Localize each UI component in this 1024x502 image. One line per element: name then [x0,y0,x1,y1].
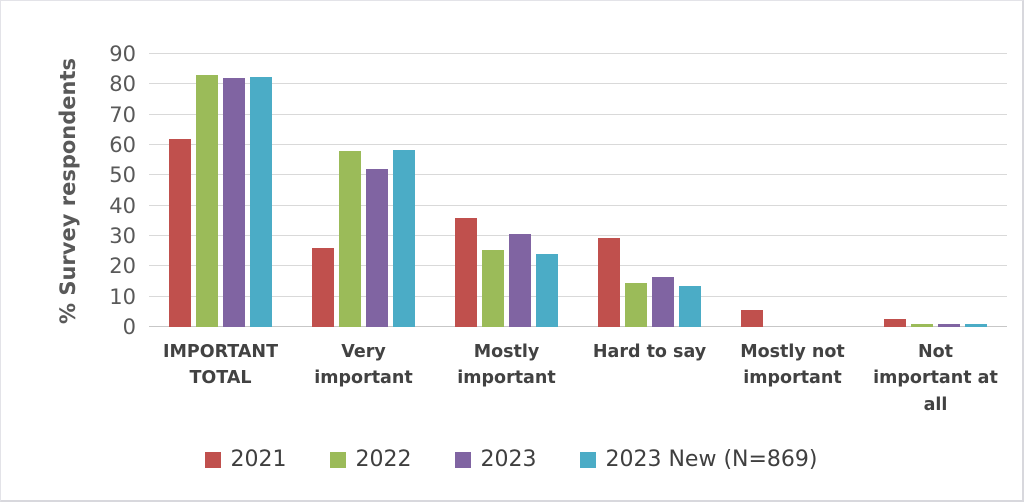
legend-label-2023: 2023 [480,447,537,472]
gridline-30 [149,235,1007,236]
gridline-60 [149,144,1007,145]
legend-item-2023-new-n-869: 2023 New (N=869) [580,447,818,472]
y-tick-label-60: 60 [109,133,136,157]
legend-label-2021: 2021 [230,447,287,472]
y-tick-label-30: 30 [109,224,136,248]
bar-group-very-important [292,54,435,327]
x-axis-label-text: Mostly not important [740,342,845,389]
bar-group-important-total [149,54,292,327]
bar-series-container [149,54,1007,327]
bar-2021-not-important-at-all [884,319,906,327]
legend-swatch-2023 [455,451,472,468]
legend-label-2022: 2022 [355,447,412,472]
legend-label-2023-new-n-869: 2023 New (N=869) [605,447,818,472]
bar-2021-important-total [169,138,191,327]
legend-swatch-2023-new-n-869 [580,451,597,468]
x-axis-label-not-important-at-all: Not important at all [864,339,1007,418]
bar-2023-very-important [366,169,388,327]
x-axis-label-hard-to-say: Hard to say [578,339,721,418]
bar-2022-mostly-important [482,249,504,327]
x-axis-label-very-important: Very important [292,339,435,418]
bar-2023-new-n-869-not-important-at-all [965,323,987,327]
bar-2021-mostly-not-important [741,310,763,327]
bar-2022-hard-to-say [625,283,647,327]
gridline-10 [149,295,1007,297]
bar-2021-very-important [312,248,334,327]
bar-2023-hard-to-say [652,276,674,327]
gridline-90 [149,53,1007,54]
x-axis-label-text: Not important at all [873,342,998,415]
x-axis-label-text: IMPORTANT TOTAL [162,342,279,389]
bar-group-mostly-not-important [721,54,864,327]
legend-swatch-2021 [205,451,222,468]
x-axis-label-mostly-important: Mostly important [435,339,578,418]
bar-2021-hard-to-say [598,237,620,327]
bar-2023-new-n-869-very-important [393,149,415,327]
bar-2023-mostly-important [509,234,531,327]
legend-item-2021: 2021 [205,447,286,472]
gridline-80 [149,83,1007,85]
gridline-40 [149,204,1007,206]
x-axis-label-text: Mostly important [457,342,556,389]
y-tick-label-70: 70 [109,102,136,127]
gridline-70 [149,113,1007,115]
bar-2023-not-important-at-all [938,323,960,327]
bar-group-mostly-important [435,54,578,327]
x-axis-label-text: Very important [314,342,413,389]
legend-item-2023: 2023 [455,447,536,472]
bar-group-not-important-at-all [864,54,1007,327]
x-axis-label-important-total: IMPORTANT TOTAL [149,339,292,418]
gridline-50 [149,174,1007,176]
bar-2022-important-total [196,75,218,327]
bar-2023-new-n-869-important-total [250,76,272,327]
legend-swatch-2022 [330,451,347,468]
legend: 2021 2022 2023 2023 New (N=869) [1,447,1022,472]
bar-2021-mostly-important [455,217,477,327]
gridline-0 [149,326,1007,327]
bar-2023-important-total [223,78,245,327]
plot-area: 0 10 20 30 40 50 60 70 80 90 [109,42,1007,339]
gridline-20 [149,265,1007,267]
x-axis-label-mostly-not-important: Mostly not important [721,339,864,418]
x-axis-labels: IMPORTANT TOTAL Very important Mostly impo… [149,339,1007,418]
y-tick-label-40: 40 [109,193,136,218]
y-tick-label-80: 80 [109,72,136,97]
y-tick-label-20: 20 [109,254,136,279]
y-tick-label-10: 10 [109,284,136,309]
x-axis-label-text: Hard to say [592,342,707,362]
y-axis-title: % Survey respondents [56,58,80,324]
bar-2022-very-important [339,151,361,327]
bar-group-hard-to-say [578,54,721,327]
legend-item-2022: 2022 [330,447,411,472]
y-tick-label-0: 0 [122,315,136,339]
y-tick-label-50: 50 [109,163,136,188]
bar-2023-new-n-869-mostly-important [536,254,558,327]
bar-2023-new-n-869-hard-to-say [679,286,701,327]
bar-2022-not-important-at-all [911,323,933,327]
y-tick-label-90: 90 [109,42,136,66]
